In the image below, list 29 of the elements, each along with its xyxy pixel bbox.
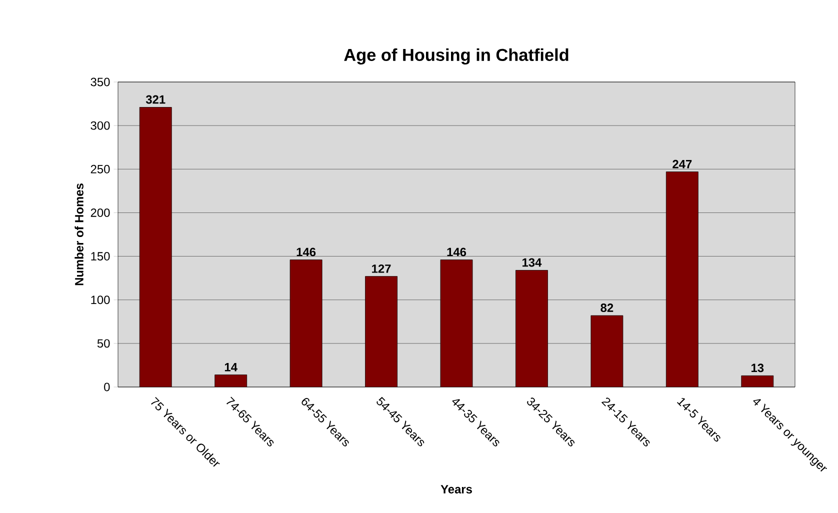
y-tick-label: 100 bbox=[91, 296, 110, 304]
chart-title: Age of Housing in Chatfield bbox=[344, 48, 568, 65]
data-label: 134 bbox=[522, 258, 542, 267]
bar bbox=[440, 260, 473, 387]
bar bbox=[590, 315, 624, 387]
data-label: 247 bbox=[672, 160, 692, 168]
bar bbox=[666, 172, 698, 387]
y-tick-label: 150 bbox=[91, 252, 110, 261]
bar bbox=[290, 260, 322, 387]
y-tick-label: 350 bbox=[90, 78, 110, 86]
x-axis-title: Years bbox=[440, 485, 472, 494]
data-label: 14 bbox=[224, 363, 238, 372]
data-label: 13 bbox=[751, 364, 764, 372]
bar bbox=[741, 375, 774, 387]
bar bbox=[365, 276, 398, 387]
data-label: 127 bbox=[372, 264, 391, 273]
bar bbox=[516, 270, 548, 387]
y-tick-label: 250 bbox=[90, 164, 110, 174]
bar bbox=[214, 374, 247, 387]
data-label: 146 bbox=[296, 248, 316, 256]
bar bbox=[139, 107, 172, 387]
y-tick-label: 200 bbox=[90, 208, 110, 217]
y-axis-title: Number of Homes bbox=[74, 184, 84, 286]
data-label: 146 bbox=[447, 248, 466, 256]
y-tick-label: 300 bbox=[90, 121, 110, 130]
data-label: 82 bbox=[600, 304, 614, 312]
y-tick-label: 50 bbox=[97, 339, 110, 348]
y-tick-label: 0 bbox=[104, 382, 110, 392]
data-label: 321 bbox=[146, 95, 166, 104]
